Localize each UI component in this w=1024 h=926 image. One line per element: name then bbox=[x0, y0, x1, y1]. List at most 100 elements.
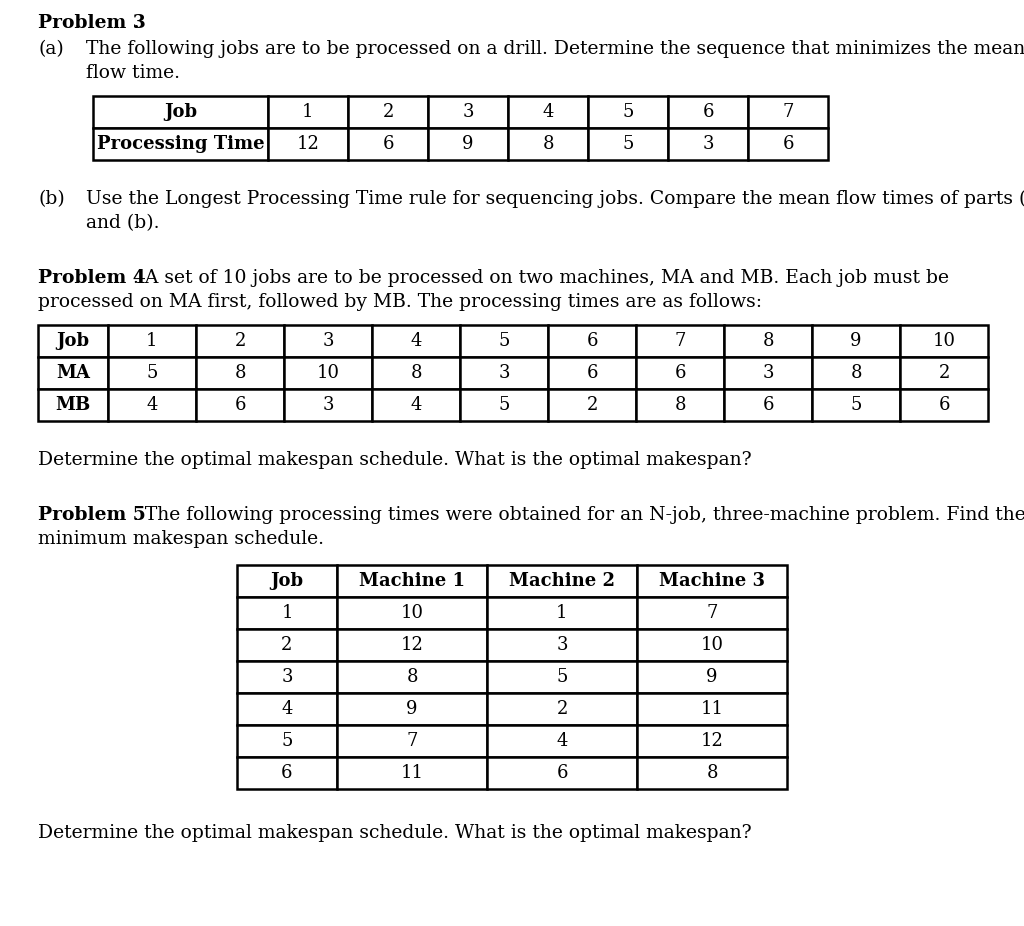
Bar bbox=[637, 661, 787, 693]
Bar bbox=[812, 325, 900, 357]
Text: 2: 2 bbox=[556, 700, 567, 718]
Bar bbox=[237, 629, 337, 661]
Text: 8: 8 bbox=[674, 396, 686, 414]
Bar bbox=[337, 725, 487, 757]
Bar bbox=[38, 325, 108, 357]
Bar bbox=[372, 325, 460, 357]
Bar bbox=[637, 725, 787, 757]
Text: 3: 3 bbox=[323, 332, 334, 350]
Text: 1: 1 bbox=[556, 604, 567, 622]
Bar bbox=[487, 597, 637, 629]
Bar bbox=[284, 389, 372, 421]
Bar bbox=[108, 325, 196, 357]
Text: 7: 7 bbox=[707, 604, 718, 622]
Bar bbox=[487, 661, 637, 693]
Text: and (b).: and (b). bbox=[86, 214, 160, 232]
Bar bbox=[237, 661, 337, 693]
Bar bbox=[487, 565, 637, 597]
Text: 3: 3 bbox=[323, 396, 334, 414]
Text: 5: 5 bbox=[499, 332, 510, 350]
Bar bbox=[196, 325, 284, 357]
Text: 8: 8 bbox=[543, 135, 554, 153]
Bar bbox=[487, 629, 637, 661]
Text: 12: 12 bbox=[297, 135, 319, 153]
Bar bbox=[237, 597, 337, 629]
Bar bbox=[337, 661, 487, 693]
Text: 6: 6 bbox=[674, 364, 686, 382]
Bar bbox=[508, 96, 588, 128]
Text: (a): (a) bbox=[38, 40, 63, 58]
Text: 7: 7 bbox=[407, 732, 418, 750]
Text: Processing Time: Processing Time bbox=[96, 135, 264, 153]
Bar bbox=[588, 96, 668, 128]
Text: 7: 7 bbox=[782, 103, 794, 121]
Bar bbox=[637, 629, 787, 661]
Text: Machine 3: Machine 3 bbox=[659, 572, 765, 590]
Text: minimum makespan schedule.: minimum makespan schedule. bbox=[38, 530, 324, 548]
Text: Determine the optimal makespan schedule. What is the optimal makespan?: Determine the optimal makespan schedule.… bbox=[38, 824, 752, 842]
Text: 2: 2 bbox=[282, 636, 293, 654]
Text: 3: 3 bbox=[282, 668, 293, 686]
Text: 5: 5 bbox=[556, 668, 567, 686]
Bar bbox=[508, 128, 588, 160]
Bar bbox=[636, 325, 724, 357]
Bar bbox=[284, 325, 372, 357]
Bar bbox=[668, 128, 748, 160]
Text: The following jobs are to be processed on a drill. Determine the sequence that m: The following jobs are to be processed o… bbox=[86, 40, 1024, 58]
Text: Job: Job bbox=[270, 572, 303, 590]
Text: 8: 8 bbox=[707, 764, 718, 782]
Text: 8: 8 bbox=[407, 668, 418, 686]
Bar bbox=[636, 389, 724, 421]
Bar bbox=[196, 357, 284, 389]
Bar bbox=[460, 357, 548, 389]
Bar bbox=[724, 357, 812, 389]
Text: 8: 8 bbox=[762, 332, 774, 350]
Text: 6: 6 bbox=[587, 332, 598, 350]
Bar bbox=[548, 325, 636, 357]
Text: 10: 10 bbox=[316, 364, 340, 382]
Bar bbox=[93, 96, 268, 128]
Text: 6: 6 bbox=[282, 764, 293, 782]
Bar bbox=[38, 389, 108, 421]
Text: . A set of 10 jobs are to be processed on two machines, MA and MB. Each job must: . A set of 10 jobs are to be processed o… bbox=[133, 269, 949, 287]
Text: 8: 8 bbox=[234, 364, 246, 382]
Bar bbox=[724, 325, 812, 357]
Bar bbox=[637, 693, 787, 725]
Text: 9: 9 bbox=[707, 668, 718, 686]
Text: 2: 2 bbox=[234, 332, 246, 350]
Bar bbox=[196, 389, 284, 421]
Text: 3: 3 bbox=[499, 364, 510, 382]
Text: 8: 8 bbox=[411, 364, 422, 382]
Bar bbox=[337, 629, 487, 661]
Text: Job: Job bbox=[164, 103, 197, 121]
Bar bbox=[900, 389, 988, 421]
Text: . The following processing times were obtained for an N-job, three-machine probl: . The following processing times were ob… bbox=[133, 506, 1024, 524]
Text: 4: 4 bbox=[146, 396, 158, 414]
Text: 7: 7 bbox=[675, 332, 686, 350]
Bar bbox=[372, 357, 460, 389]
Text: 9: 9 bbox=[462, 135, 474, 153]
Text: 4: 4 bbox=[556, 732, 567, 750]
Text: 1: 1 bbox=[146, 332, 158, 350]
Bar bbox=[428, 128, 508, 160]
Bar bbox=[900, 325, 988, 357]
Text: 3: 3 bbox=[556, 636, 567, 654]
Text: 4: 4 bbox=[411, 332, 422, 350]
Text: 3: 3 bbox=[462, 103, 474, 121]
Bar bbox=[268, 96, 348, 128]
Text: 9: 9 bbox=[407, 700, 418, 718]
Bar bbox=[588, 128, 668, 160]
Text: 5: 5 bbox=[499, 396, 510, 414]
Bar bbox=[812, 389, 900, 421]
Bar bbox=[337, 565, 487, 597]
Bar bbox=[636, 357, 724, 389]
Text: 6: 6 bbox=[234, 396, 246, 414]
Bar bbox=[38, 357, 108, 389]
Text: Determine the optimal makespan schedule. What is the optimal makespan?: Determine the optimal makespan schedule.… bbox=[38, 451, 752, 469]
Text: 5: 5 bbox=[146, 364, 158, 382]
Bar bbox=[487, 757, 637, 789]
Bar bbox=[548, 357, 636, 389]
Text: 11: 11 bbox=[700, 700, 724, 718]
Text: Problem 5: Problem 5 bbox=[38, 506, 145, 524]
Text: 5: 5 bbox=[623, 135, 634, 153]
